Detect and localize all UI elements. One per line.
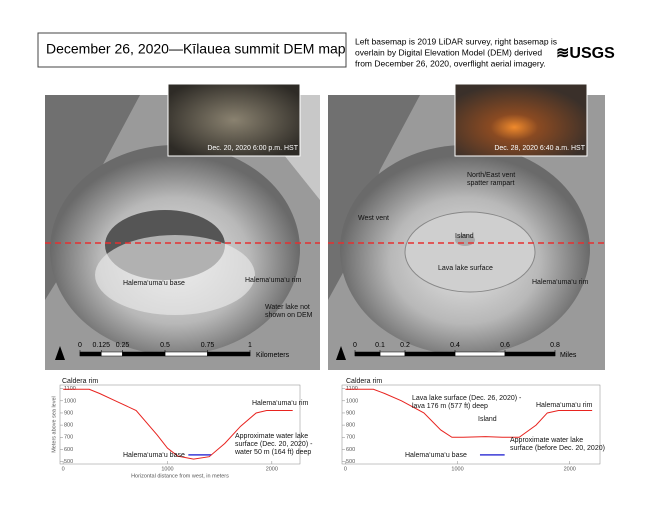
scale-segment — [354, 351, 381, 357]
map-right — [328, 83, 605, 370]
map-label: Island — [455, 233, 474, 240]
description: Left basemap is 2019 LiDAR survey, right… — [355, 36, 557, 46]
plot-frame — [341, 384, 601, 465]
scale-segment — [164, 351, 208, 357]
scale-label: 0 — [353, 342, 357, 349]
y-axis-label: Meters above sea level — [51, 396, 57, 453]
plot-frame — [59, 384, 301, 465]
y-tick-label: 600 — [64, 447, 73, 453]
y-tick-label: 700 — [346, 435, 355, 441]
map-label: Lava lake surface — [438, 265, 493, 272]
x-tick-label: 2000 — [564, 466, 576, 472]
title-box — [37, 32, 347, 68]
y-tick-label: 900 — [64, 410, 73, 416]
scale-segment — [122, 351, 166, 357]
annotation: Halema‘uma‘u base — [123, 452, 185, 459]
scale-label: 0.2 — [400, 342, 410, 349]
annotation: Lava lake surface (Dec. 26, 2020) - — [412, 395, 522, 402]
y-tick-label: 1000 — [64, 398, 76, 404]
scale-label: 1 — [248, 342, 252, 349]
scale-label: 0.4 — [450, 342, 460, 349]
x-tick-label: 0 — [344, 466, 347, 472]
dynamic: Dec. 20, 2020 6:00 p.m. HST Halema‘uma‘u … — [51, 145, 605, 480]
scale-label: 0.6 — [500, 342, 510, 349]
scale-label: 0.125 — [92, 342, 110, 349]
x-tick-label: 1000 — [451, 466, 463, 472]
annotation: surface (Dec. 20, 2020) - — [235, 441, 313, 448]
annotation: Approximate water lake — [510, 437, 583, 444]
photo-caption: Dec. 20, 2020 6:00 p.m. HST — [207, 145, 298, 152]
map-label: spatter rampart — [467, 180, 515, 187]
scale-segment — [101, 351, 123, 357]
y-tick-label: 800 — [64, 423, 73, 429]
profile-line — [345, 388, 593, 438]
scale-label: 0.1 — [375, 342, 385, 349]
annotation: water 50 m (164 ft) deep — [234, 449, 311, 456]
scale-label: 0 — [78, 342, 82, 349]
map-label: Halema‘uma‘u rim — [245, 277, 302, 284]
description: from December 26, 2020, overflight aeria… — [355, 58, 546, 68]
annotation: lava 176 m (577 ft) deep — [412, 403, 488, 410]
scale-label: 0.75 — [201, 342, 215, 349]
scale-unit: Kilometers — [256, 352, 290, 359]
map-label: West vent — [358, 215, 389, 222]
annotation: Halema‘uma‘u rim — [252, 400, 309, 407]
map-label: Water lake not — [265, 304, 310, 311]
y-tick-label: 600 — [346, 447, 355, 453]
scale-segment — [207, 351, 251, 357]
scale-segment — [454, 351, 506, 357]
y-tick-label: 1000 — [346, 398, 358, 404]
map-label: North/East vent — [467, 172, 515, 179]
scale-segment — [504, 351, 556, 357]
x-axis-label: Horizontal distance from west, in meters — [131, 473, 229, 479]
scale-segment — [404, 351, 456, 357]
logo: ≋USGS — [556, 45, 615, 62]
annotation: Halema‘uma‘u rim — [536, 402, 593, 409]
x-tick-label: 2000 — [266, 466, 278, 472]
scale-label: 0.25 — [116, 342, 130, 349]
y-tick-label: 700 — [64, 435, 73, 441]
annotation: Halema‘uma‘u base — [405, 452, 467, 459]
x-tick-label: 0 — [62, 466, 65, 472]
scale-segment — [79, 351, 102, 357]
map-label: Halema‘uma‘u base — [123, 280, 185, 287]
map-label: shown on DEM — [265, 312, 313, 319]
scale-unit: Miles — [560, 352, 577, 359]
annotation: Approximate water lake — [235, 433, 308, 440]
y-tick-label: 900 — [346, 410, 355, 416]
x-tick-label: 1000 — [161, 466, 173, 472]
map-label: Halema‘uma‘u rim — [532, 279, 589, 286]
y-tick-label: 500 — [64, 459, 73, 465]
scale-label: 0.8 — [550, 342, 560, 349]
annotation: Caldera rim — [346, 378, 382, 385]
map-left — [45, 83, 320, 370]
annotation: surface (before Dec. 20, 2020) — [510, 445, 605, 452]
annotation: Caldera rim — [62, 378, 98, 385]
annotation: Island — [478, 416, 497, 423]
scale-segment — [379, 351, 406, 357]
y-tick-label: 500 — [346, 459, 355, 465]
title: December 26, 2020—Kīlauea summit DEM map — [46, 41, 346, 57]
profile-line — [63, 388, 293, 460]
y-tick-label: 800 — [346, 423, 355, 429]
description: overlain by Digital Elevation Model (DEM… — [355, 47, 542, 57]
scale-label: 0.5 — [160, 342, 170, 349]
photo-caption: Dec. 28, 2020 6:40 a.m. HST — [494, 145, 585, 152]
